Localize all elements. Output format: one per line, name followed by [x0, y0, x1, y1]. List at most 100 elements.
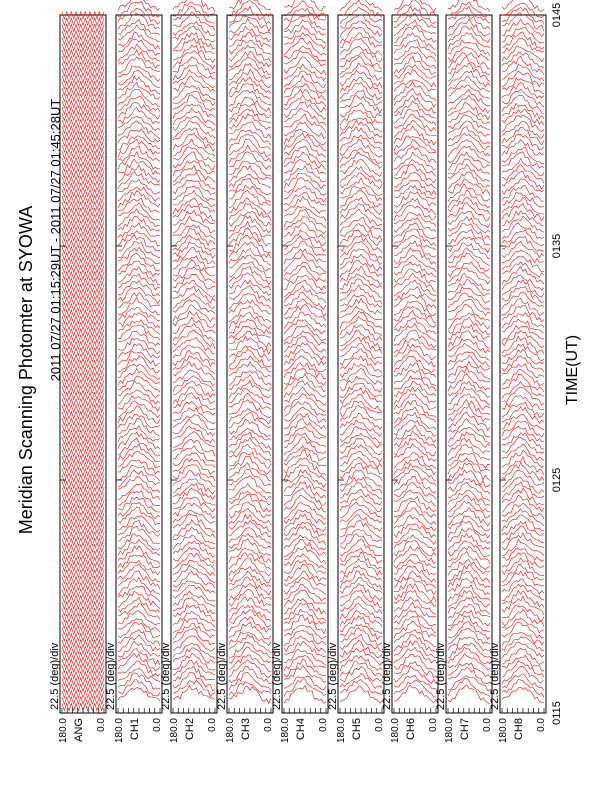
scan-trace — [117, 56, 161, 74]
scan-trace — [393, 68, 437, 88]
scan-trace — [228, 538, 272, 556]
scan-trace — [447, 452, 491, 469]
scan-trace — [61, 505, 105, 515]
scan-trace — [501, 275, 545, 291]
scan-trace — [228, 227, 272, 247]
scan-trace — [283, 132, 327, 151]
scan-trace — [61, 677, 105, 687]
scan-trace — [501, 305, 545, 323]
scan-trace — [339, 185, 383, 202]
scan-trace — [228, 83, 272, 99]
scan-trace — [339, 469, 383, 488]
scan-trace — [172, 355, 216, 374]
scan-trace — [117, 186, 161, 202]
scan-trace — [61, 315, 105, 325]
scan-trace — [61, 696, 105, 706]
scan-trace — [283, 464, 327, 482]
scan-trace — [339, 673, 383, 689]
scan-trace — [117, 483, 161, 501]
scan-trace — [117, 49, 161, 69]
scan-trace — [117, 590, 161, 609]
scan-trace — [501, 261, 545, 278]
scan-trace — [117, 319, 161, 335]
scan-trace — [172, 280, 216, 298]
scan-trace — [501, 679, 545, 698]
scan-trace — [501, 401, 545, 418]
scan-trace — [447, 25, 491, 44]
scan-trace — [228, 89, 271, 107]
scan-trace — [172, 146, 216, 163]
scan-trace — [283, 330, 327, 346]
scan-trace — [447, 210, 491, 228]
scan-trace — [283, 349, 327, 366]
scan-trace — [117, 648, 161, 666]
scan-trace — [339, 151, 383, 169]
scan-trace — [228, 494, 272, 513]
scan-trace — [283, 570, 327, 587]
scan-trace — [393, 119, 437, 138]
scan-trace — [501, 604, 545, 622]
scan-trace — [339, 32, 383, 49]
scan-trace — [228, 305, 272, 323]
scan-trace — [393, 475, 437, 494]
scan-trace — [501, 583, 545, 601]
x-tick-labels: 0115 0125 0135 0145 — [551, 3, 563, 725]
scan-trace — [393, 294, 437, 309]
x-axis-label: TIME(UT) — [564, 335, 581, 405]
scan-trace — [501, 335, 545, 355]
scan-trace — [393, 64, 437, 79]
scan-trace — [501, 229, 545, 247]
scan-trace — [447, 615, 491, 632]
scan-trace — [228, 25, 272, 43]
scan-trace — [339, 273, 383, 291]
scan-trace — [501, 51, 545, 69]
scan-trace — [339, 376, 383, 393]
scan-trace — [117, 128, 161, 144]
scan-trace — [339, 666, 383, 683]
panel-frame — [499, 14, 547, 714]
scan-trace — [283, 0, 327, 12]
scan-trace — [61, 601, 105, 610]
scan-trace — [447, 559, 491, 576]
scan-trace — [228, 633, 272, 654]
scan-trace — [393, 406, 437, 424]
scan-trace — [228, 325, 272, 339]
panel-frame — [391, 14, 439, 714]
scan-trace — [283, 445, 327, 461]
scan-trace — [501, 185, 545, 202]
scan-trace — [339, 660, 383, 677]
scan-trace — [393, 634, 437, 652]
scan-trace — [283, 534, 327, 551]
scan-trace — [339, 117, 383, 133]
scan-trace — [172, 375, 216, 392]
scan-trace — [501, 552, 545, 568]
scan-trace — [172, 672, 216, 692]
scan-trace — [501, 362, 545, 379]
scan-trace — [501, 291, 545, 310]
scan-trace — [339, 348, 383, 366]
scan-trace — [172, 552, 216, 571]
scan-trace — [339, 95, 383, 115]
scan-trace — [117, 88, 161, 107]
scan-trace — [447, 323, 491, 341]
scan-trace — [61, 169, 105, 179]
scan-trace — [339, 329, 383, 349]
scan-trace — [447, 84, 491, 99]
scan-trace — [117, 413, 161, 429]
scan-trace — [393, 661, 437, 678]
scan-trace — [339, 134, 383, 152]
panel-scale-label: 22.5 (deg)/div — [489, 642, 501, 710]
scan-trace — [339, 45, 383, 63]
scan-trace — [61, 296, 105, 306]
scan-trace — [172, 546, 216, 564]
panel-channel-label: CH7 — [459, 718, 471, 740]
scan-trace — [501, 170, 545, 190]
panel-ytop-label: 180.0 — [336, 718, 347, 743]
scan-trace — [501, 102, 545, 120]
scan-trace — [447, 527, 491, 545]
scan-trace — [228, 513, 272, 532]
scan-trace — [172, 452, 216, 468]
scan-trace — [501, 673, 545, 691]
panel-group: 22.5 (deg)/div 180.0 0.0 ANG 22.5 (deg)/div 1… — [49, 0, 547, 743]
scan-trace — [339, 462, 383, 481]
